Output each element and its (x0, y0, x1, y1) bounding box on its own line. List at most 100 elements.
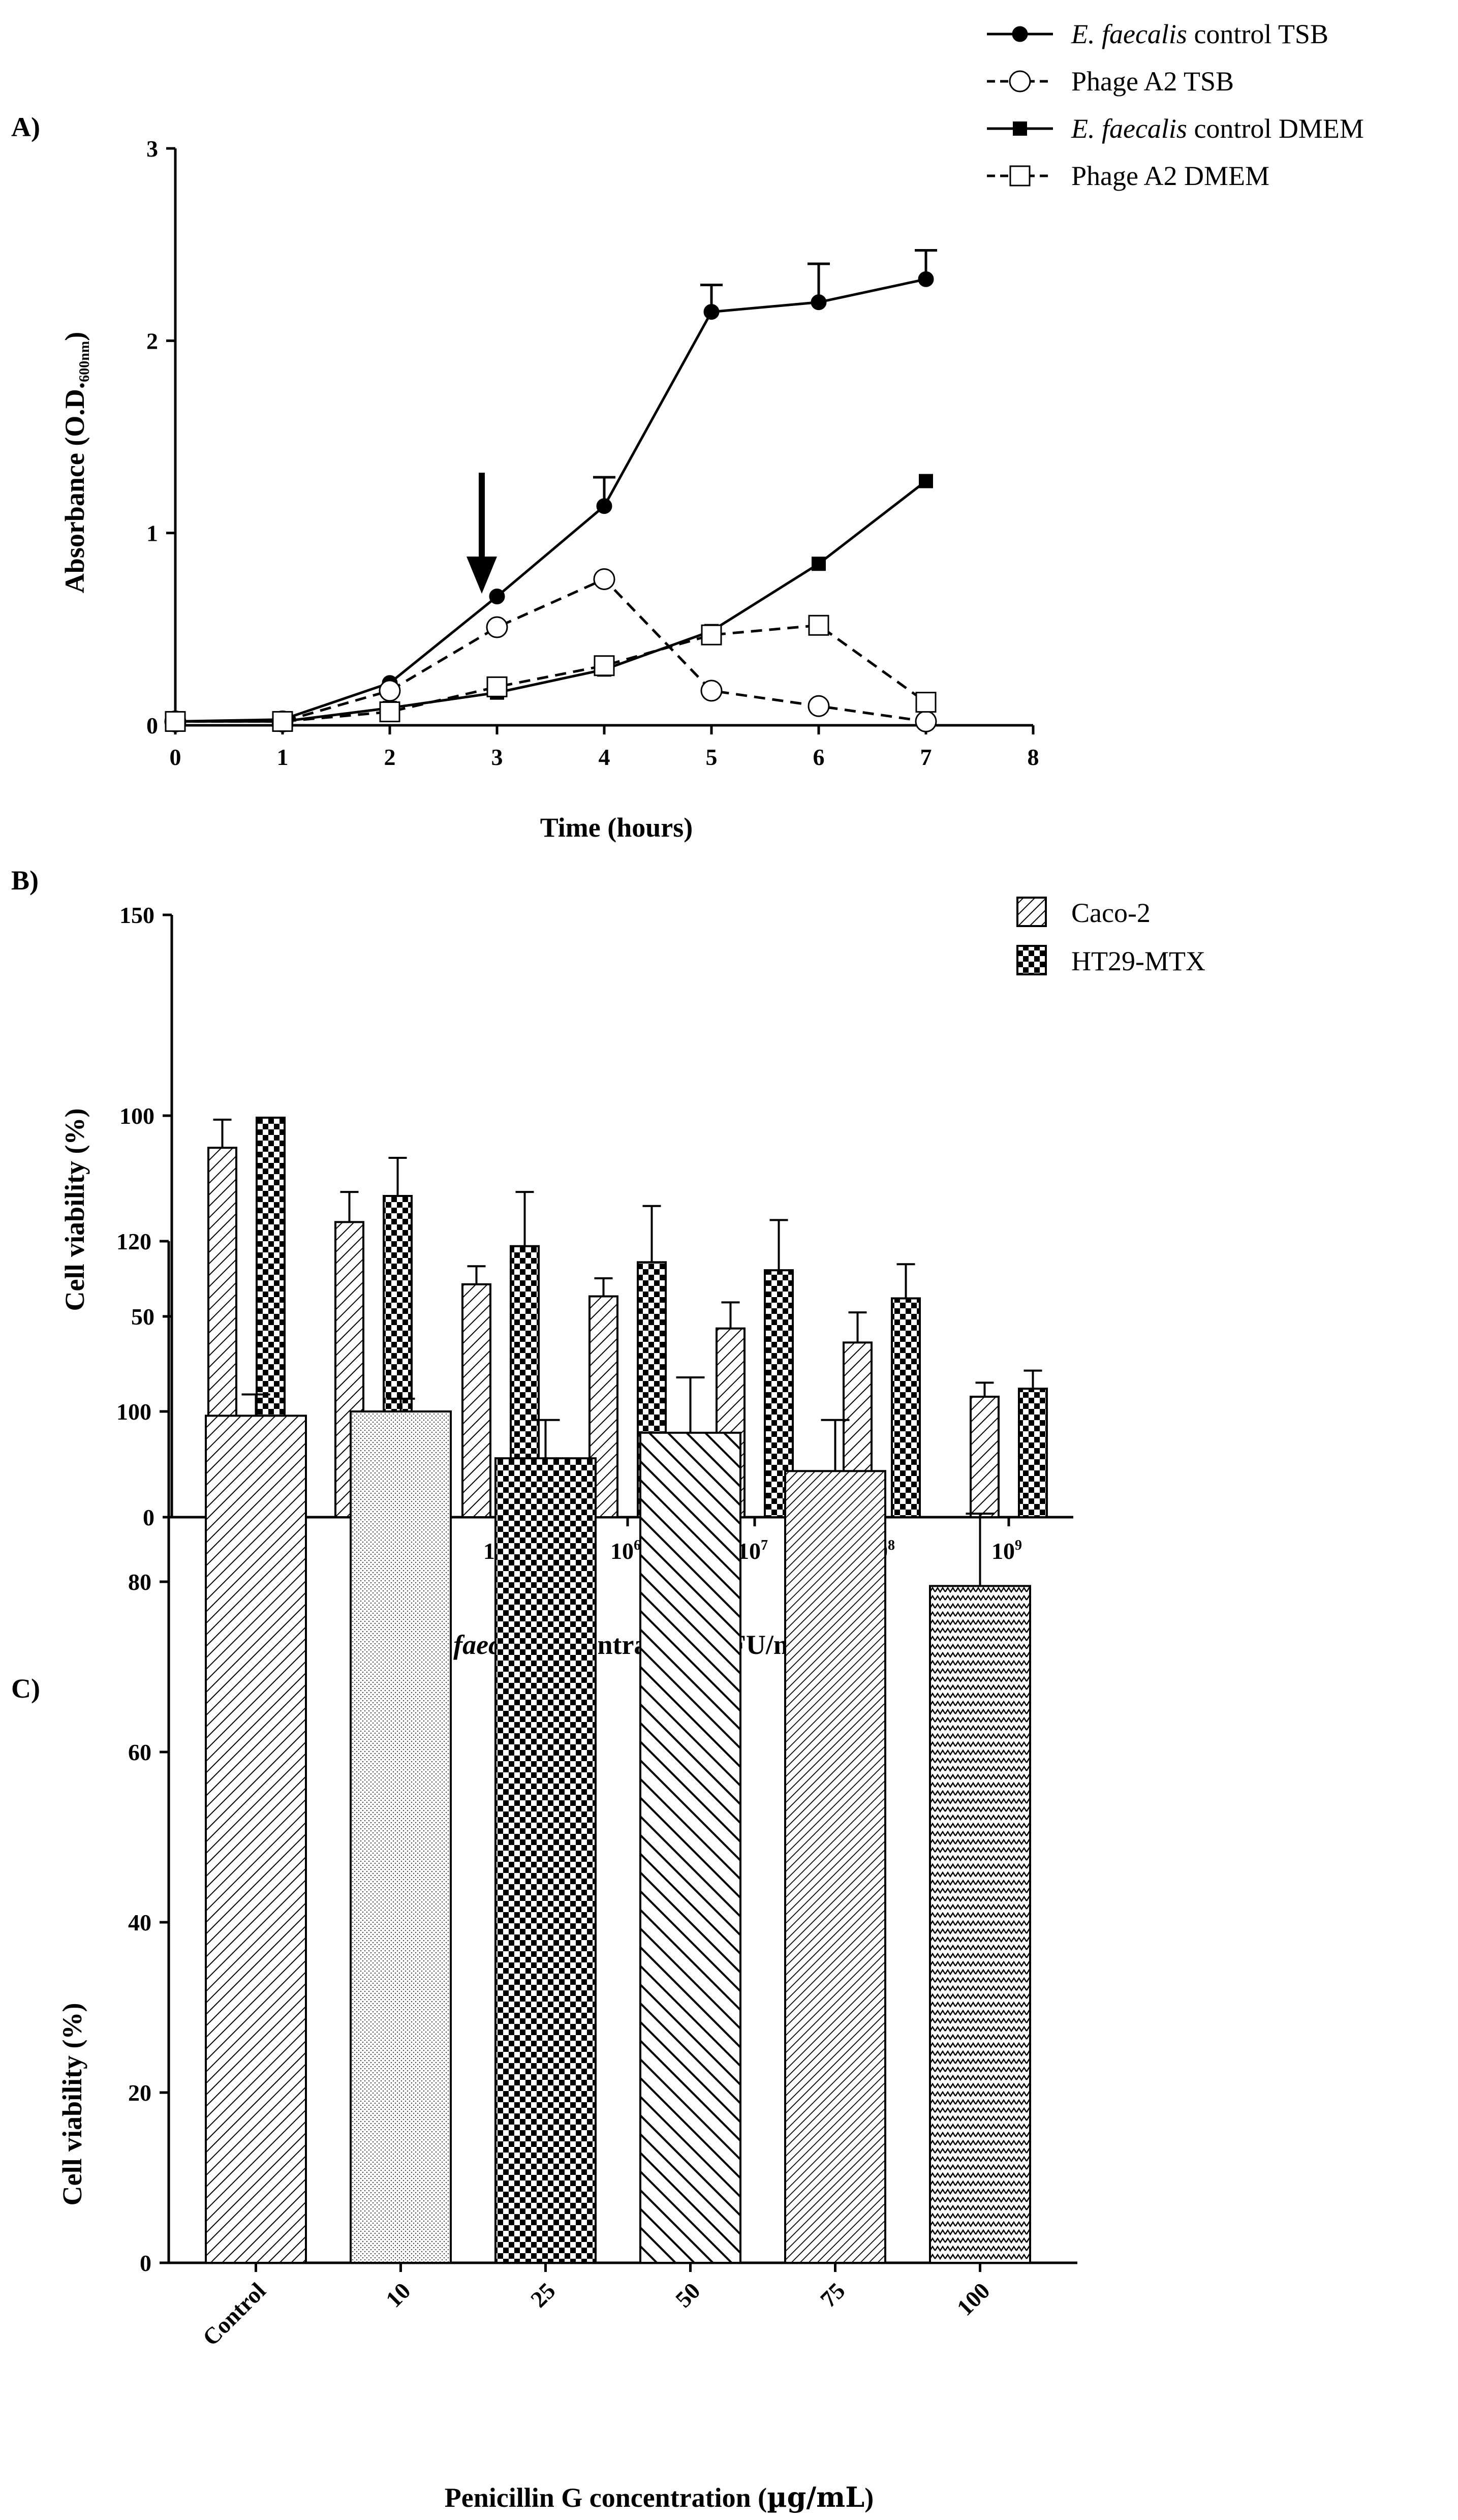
panel-b-y-tick-label: 100 (119, 1103, 154, 1129)
panel-a-x-tick-label: 5 (706, 744, 718, 770)
panel-b-y-tick-label: 50 (131, 1304, 154, 1330)
data-point (165, 711, 186, 732)
data-point (808, 614, 829, 636)
panel-a-y-tick-label: 1 (146, 520, 158, 546)
legend-marker (1013, 121, 1027, 136)
data-point (596, 498, 612, 514)
legend-swatch (1016, 897, 1047, 927)
bar (205, 1415, 307, 2264)
panel-c-y-tick-label: 20 (128, 2080, 151, 2106)
legend-swatch (1016, 945, 1047, 975)
data-point (272, 711, 293, 732)
bar-ht29-mtx (1018, 1388, 1048, 1518)
panel-a-x-tick-label: 2 (384, 744, 396, 770)
legend-label-text: control TSB (1187, 19, 1328, 49)
panel-a-x-tick-label: 0 (170, 744, 181, 770)
panel-c-y-tick-label: 60 (128, 1739, 151, 1765)
data-point (489, 589, 505, 605)
panel-a-x-tick-label: 3 (491, 744, 503, 770)
bar (494, 1457, 597, 2264)
panel-a-legend: E. faecalis control TSB Phage A2 TSB E. fa… (987, 19, 1364, 191)
data-point (808, 695, 830, 717)
panel-c-x-tick-label: 100 (952, 2278, 995, 2321)
bar-caco-2 (970, 1396, 1000, 1518)
legend-label: Phage A2 TSB (1071, 66, 1234, 97)
panel-c-x-tick-label: 10 (381, 2278, 416, 2313)
legend-marker (1012, 26, 1028, 42)
legend-label: Phage A2 DMEM (1071, 161, 1269, 191)
legend-label: Caco-2 (1071, 898, 1151, 928)
tick-exponent: 9 (1015, 1538, 1022, 1553)
panel-a-y-tick-label: 0 (146, 713, 158, 739)
panel-b-x-tick-label: 107 (737, 1538, 768, 1564)
bar (929, 1585, 1031, 2264)
bar (350, 1410, 452, 2264)
legend-label-italic: E. faecalis (1071, 113, 1187, 144)
legend-label-text: Phage A2 TSB (1071, 66, 1234, 97)
data-point (811, 294, 827, 311)
panel-c-y-tick-label: 120 (116, 1228, 151, 1254)
legend-marker (1009, 70, 1031, 93)
data-point (703, 304, 720, 320)
panel-b-y-tick-label: 0 (143, 1504, 154, 1530)
data-point (812, 557, 826, 571)
legend-label-text: Phage A2 DMEM (1071, 161, 1269, 191)
data-point (915, 710, 937, 732)
panel-c-y-axis-label: Cell viability (%) (57, 2003, 87, 2206)
panel-b-x-axis-label: E. faecalis cocentration (CFU/mL) (421, 1630, 824, 1660)
tick-base: 10 (991, 1538, 1015, 1564)
data-point (379, 701, 400, 723)
panel-a-x-tick-label: 4 (599, 744, 610, 770)
panel-c-marks (205, 1376, 1031, 2264)
series-line-1 (175, 278, 926, 723)
panel-c-x-tick-label: 75 (815, 2278, 850, 2313)
legend-label: HT29-MTX (1071, 946, 1205, 976)
tick-base: 10 (610, 1538, 634, 1564)
panel-a-x-tick-label: 1 (277, 744, 289, 770)
panel-a-y-tick-label: 3 (146, 136, 158, 162)
panel-a-y-tick-label: 2 (146, 328, 158, 354)
panel-b-marks (207, 1116, 1048, 1519)
panel-c-y-tick-label: 40 (128, 1910, 151, 1935)
data-point (486, 616, 508, 638)
panel-a-x-axis-label: Time (hours) (540, 812, 693, 843)
bar (784, 1470, 886, 2264)
data-point (918, 271, 934, 287)
panel-b-y-tick-label: 150 (119, 902, 154, 928)
panel-a-axes: 0 1 2 3 4 5 6 7 8 0 1 2 3 (146, 136, 1039, 770)
series-line-3 (175, 480, 927, 723)
data-point (486, 676, 508, 697)
legend-label-italic: E. faecalis (1071, 19, 1187, 49)
panel-b-x-tick-label: 109 (991, 1538, 1022, 1564)
panel-a-marks (164, 249, 937, 732)
panel-c-y-tick-label: 100 (116, 1399, 151, 1425)
data-point (593, 568, 615, 590)
panel-c-label: C) (11, 1673, 40, 1704)
panel-b-legend: Caco-2 HT29-MTX (1016, 897, 1205, 976)
panel-b-x-tick-label: 106 (610, 1538, 641, 1564)
legend-label: E. faecalis control TSB (1071, 19, 1328, 49)
bar-caco-2 (461, 1283, 491, 1519)
legend-marker (1009, 165, 1031, 187)
panel-a-x-tick-label: 6 (813, 744, 825, 770)
data-point (919, 474, 933, 488)
panel-b-y-axis-label: Cell viability (%) (59, 1109, 90, 1311)
data-point (379, 680, 401, 702)
legend-label: E. faecalis control DMEM (1071, 113, 1364, 144)
bar (639, 1431, 741, 2264)
panel-a-label: A) (11, 112, 40, 142)
series-line-2 (175, 577, 926, 723)
data-point (915, 692, 937, 713)
panel-c-x-tick-label: 50 (670, 2278, 705, 2313)
panel-c-y-tick-label: 0 (140, 2250, 151, 2276)
tick-exponent: 8 (888, 1538, 895, 1553)
data-point (700, 680, 723, 702)
tick-exponent: 7 (761, 1538, 768, 1553)
panel-c-x-axis-label: Penicillin G concentration (µg/mL) (445, 2481, 874, 2513)
tick-exponent: 6 (634, 1538, 641, 1553)
panel-a-y-axis-label: Absorbance (O.D.600nm) (59, 332, 92, 593)
